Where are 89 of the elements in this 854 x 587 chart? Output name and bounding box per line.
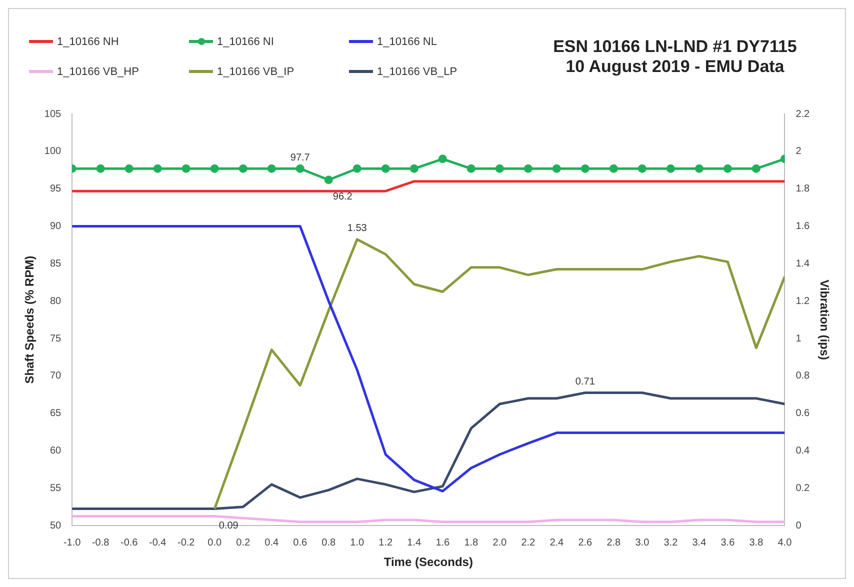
y-axis-title: Shaft Speeds (% RPM) (22, 256, 37, 384)
legend-label: 1_10166 NL (377, 36, 437, 48)
x-tick-label: 3.2 (664, 537, 678, 548)
point (524, 164, 532, 173)
y2-tick-label: 0.8 (796, 370, 810, 382)
point (580, 164, 590, 173)
y2-tick-label: 1.8 (796, 184, 810, 195)
point (238, 164, 248, 173)
point (466, 164, 476, 173)
point (381, 164, 390, 173)
x-tick-label: 0.8 (322, 537, 336, 548)
y2-tick-label: 1.6 (796, 221, 810, 232)
x-tick-label: -0.8 (92, 537, 110, 548)
point (495, 164, 504, 173)
y2-tick-label: 0 (796, 520, 802, 532)
y2-tick-label: 1 (796, 333, 802, 344)
data-label: 97.7 (290, 152, 310, 164)
y-tick-label: 95 (50, 184, 62, 195)
x-tick-label: 1.8 (464, 537, 479, 548)
x-tick-label: -0.2 (177, 537, 196, 548)
y-tick-label: 55 (50, 482, 62, 494)
y-tick-label: 50 (50, 520, 62, 532)
x-tick-label: 4.0 (778, 537, 792, 548)
x-tick-label: 2.2 (521, 537, 536, 548)
y-tick-label: 80 (50, 296, 62, 307)
legend-label: 1_10166 NI (217, 36, 274, 48)
legend-label: 1_10166 VB_IP (217, 66, 294, 78)
x-tick-label: 1.2 (378, 537, 394, 548)
x-tick-label: 2.0 (492, 537, 508, 548)
y-tick-label: 65 (50, 408, 62, 420)
y-tick-label: 90 (50, 221, 62, 232)
x-tick-label: 3.0 (635, 537, 650, 548)
x-tick-label: 1.0 (350, 537, 365, 548)
y-tick-label: 85 (50, 258, 62, 270)
x-tick-label: 0.4 (264, 537, 280, 548)
point (552, 164, 561, 173)
point (96, 164, 105, 173)
legend-label: 1_10166 VB_LP (377, 66, 458, 78)
y2-axis-title: Vibration (ips) (817, 280, 832, 360)
x-tick-label: 0.0 (208, 537, 222, 548)
x-tick-label: -0.4 (148, 537, 167, 548)
point (752, 164, 760, 173)
x-tick-label: 3.6 (720, 537, 736, 548)
point (694, 164, 704, 173)
point (210, 164, 219, 173)
point (666, 164, 675, 173)
x-tick-label: -0.6 (120, 537, 138, 548)
point (352, 164, 362, 173)
point (324, 176, 333, 184)
point (296, 164, 304, 173)
point (124, 164, 134, 173)
legend-label: 1_10166 VB_HP (57, 66, 139, 78)
x-tick-label: 3.8 (749, 537, 764, 548)
x-tick-label: 2.6 (578, 537, 593, 548)
y-tick-label: 100 (44, 146, 62, 158)
data-label: 96.2 (332, 192, 353, 203)
y-tick-label: 70 (50, 370, 62, 382)
data-label: 0.09 (218, 520, 239, 532)
x-tick-label: 2.4 (550, 537, 564, 548)
point (609, 164, 618, 173)
point (438, 154, 447, 164)
point (182, 164, 190, 173)
y2-tick-label: 1.2 (796, 296, 810, 307)
x-tick-label: 1.6 (436, 537, 450, 548)
y2-tick-label: 2.2 (796, 108, 810, 120)
y2-tick-label: 0.6 (796, 408, 810, 420)
y2-tick-label: 0.2 (796, 482, 810, 494)
point (410, 164, 418, 173)
chart-title: ESN 10166 LN-LND #1 DY7115 10 August 2019 - EMU Data (552, 36, 798, 76)
x-tick-label: -1.0 (63, 537, 82, 548)
point (267, 164, 276, 173)
data-label: 0.71 (575, 376, 596, 388)
y2-tick-label: 2 (796, 146, 802, 158)
y-tick-label: 105 (44, 108, 62, 120)
y2-tick-label: 0.4 (796, 446, 810, 457)
x-tick-label: 3.4 (692, 537, 707, 548)
x-tick-label: 0.6 (293, 537, 308, 548)
y-tick-label: 60 (50, 446, 62, 457)
x-tick-label: 2.8 (606, 537, 622, 548)
y2-tick-label: 1.4 (796, 258, 810, 270)
point (638, 164, 646, 173)
point (153, 164, 162, 173)
y-tick-label: 75 (50, 333, 62, 344)
point (723, 164, 732, 173)
x-tick-label: 1.4 (407, 537, 422, 548)
legend-label: 1_10166 NH (57, 36, 119, 48)
data-label: 1.53 (347, 223, 368, 234)
x-tick-label: 0.2 (236, 537, 250, 548)
x-axis-title: Time (Seconds) (384, 555, 473, 570)
